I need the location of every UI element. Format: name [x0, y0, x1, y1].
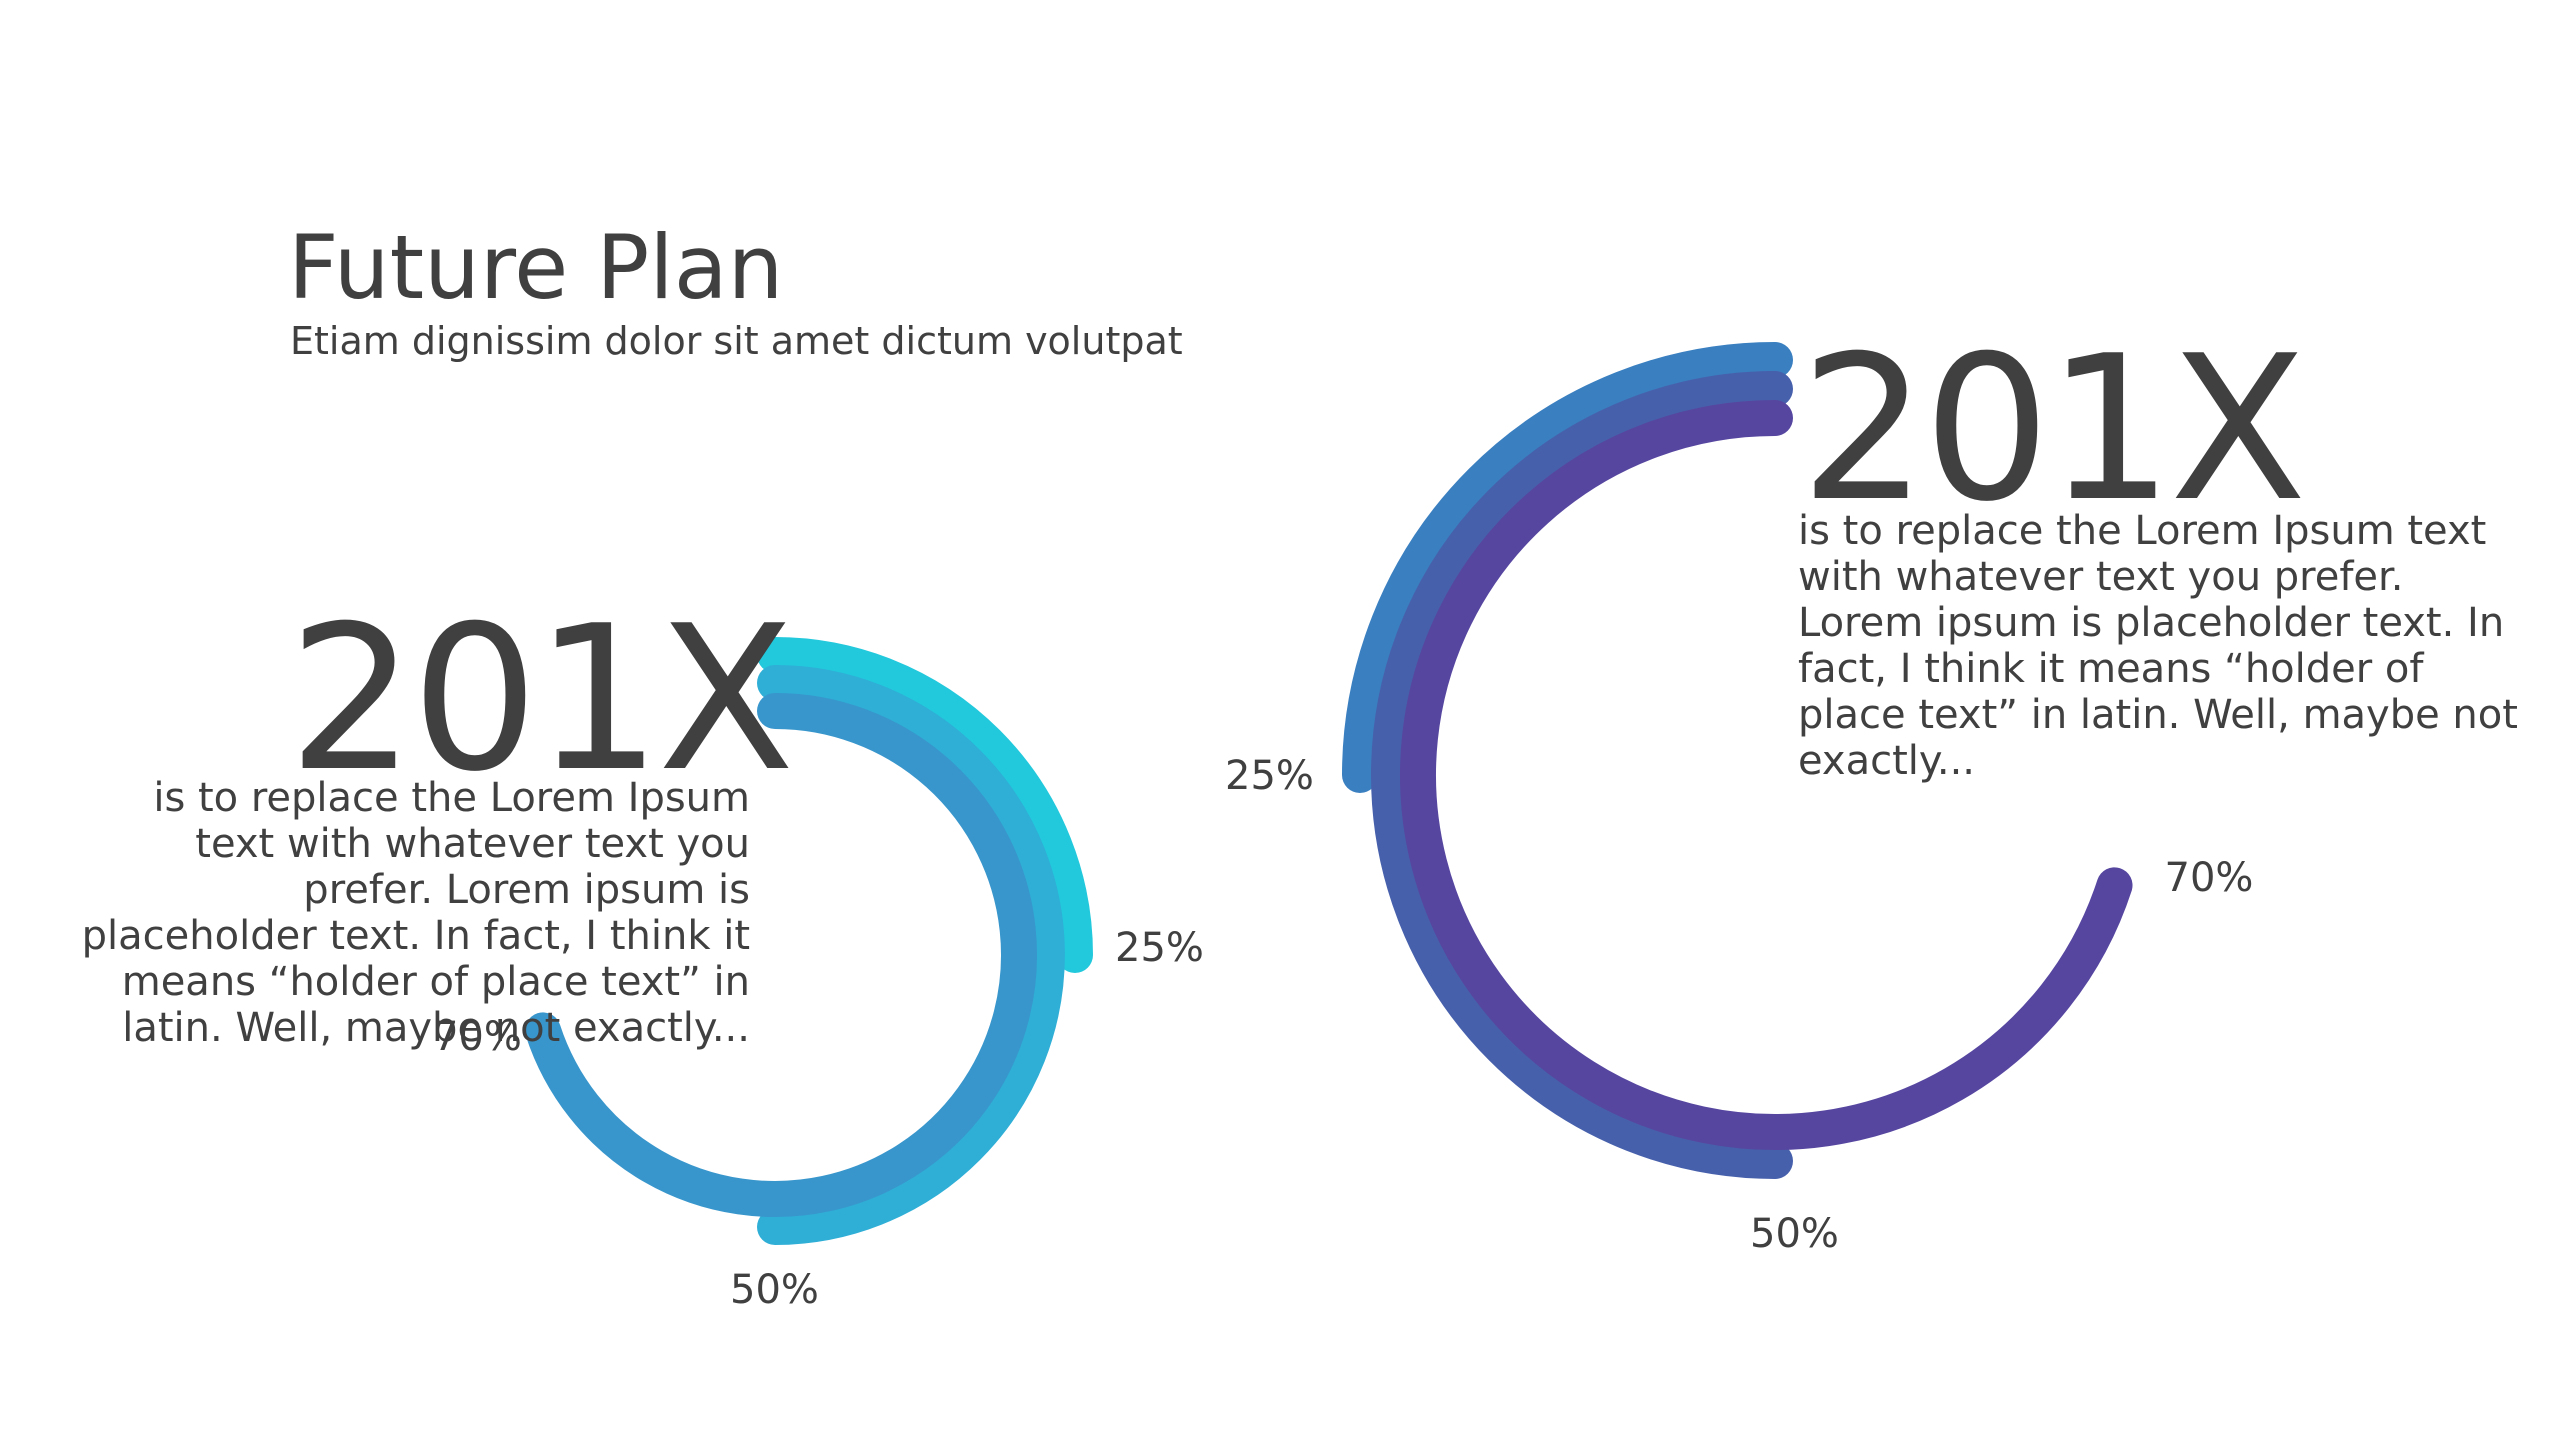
left-label-50: 50%	[730, 1267, 819, 1313]
page-title: Future Plan	[288, 216, 784, 319]
right-label-70: 70%	[2164, 855, 2254, 902]
left-description: is to replace the Lorem Ipsum text with …	[81, 775, 750, 1051]
left-arc-25	[757, 637, 1093, 973]
left-label-25: 25%	[1115, 925, 1204, 971]
right-year-label: 201X	[1800, 313, 2307, 546]
right-label-25: 25%	[1225, 753, 1314, 799]
left-chart	[524, 637, 1093, 1245]
page-subtitle: Etiam dignissim dolor sit amet dictum vo…	[290, 319, 1183, 363]
right-arc-70	[1400, 400, 2133, 1150]
right-description: is to replace the Lorem Ipsum text with …	[1798, 508, 2518, 784]
left-year-label: 201X	[288, 583, 795, 816]
left-label-70: 70%	[432, 1014, 522, 1061]
right-label-50: 50%	[1750, 1211, 1839, 1257]
right-arc-25	[1342, 342, 1793, 793]
left-arc-50	[757, 665, 1065, 1245]
left-arc-70	[524, 693, 1037, 1217]
right-arc-50	[1371, 371, 1793, 1179]
